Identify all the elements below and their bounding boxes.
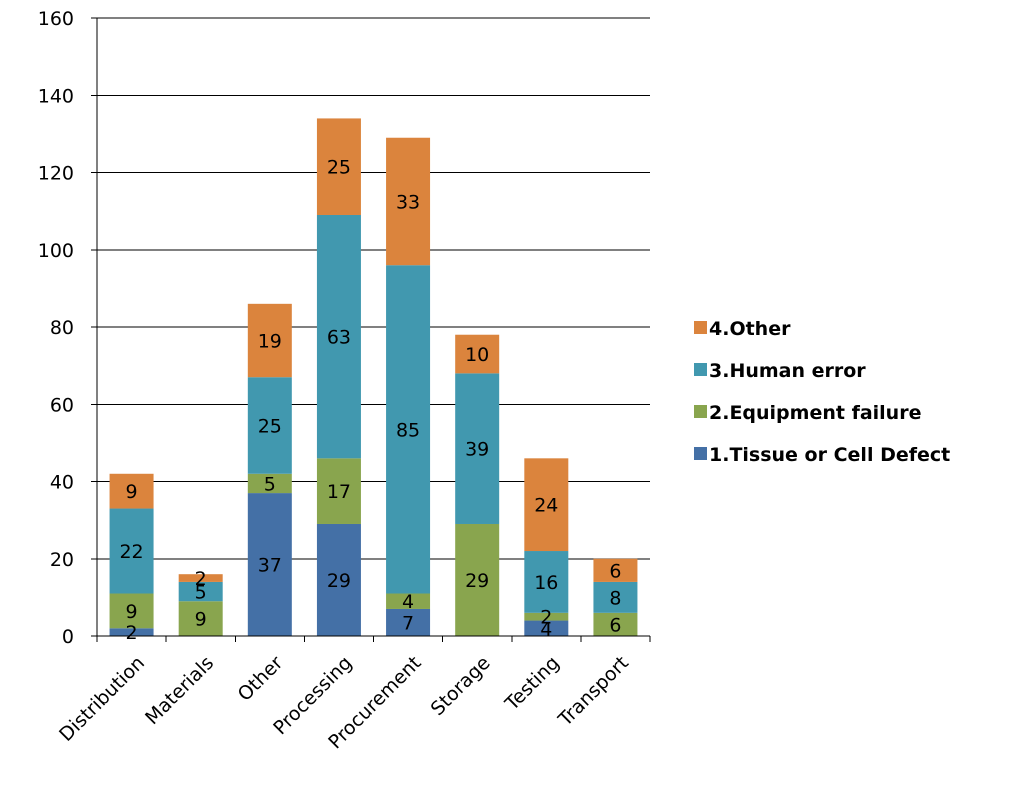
y-tick-label: 100 <box>38 240 74 262</box>
data-label: 17 <box>327 481 351 503</box>
bar-segment <box>178 574 223 582</box>
legend-item: 4.Other <box>694 318 791 340</box>
data-label: 5 <box>264 473 276 495</box>
bar-segment <box>386 265 431 594</box>
bar-segment <box>247 473 292 494</box>
data-label: 4 <box>540 618 552 640</box>
bar-segment <box>524 620 569 636</box>
data-label: 10 <box>465 344 489 366</box>
data-label: 22 <box>119 541 143 563</box>
data-label: 16 <box>534 572 558 594</box>
y-tick-label: 20 <box>50 549 74 571</box>
legend-item: 2.Equipment failure <box>694 402 921 424</box>
data-label: 9 <box>126 601 138 623</box>
legend-label: 1.Tissue or Cell Defect <box>709 444 950 466</box>
data-label: 9 <box>195 609 207 631</box>
bar-segment <box>109 508 154 594</box>
legend-swatch <box>694 321 707 334</box>
bar-segment <box>524 551 569 613</box>
data-label: 85 <box>396 419 420 441</box>
y-tick-label: 0 <box>62 626 74 648</box>
data-label: 25 <box>258 415 282 437</box>
bar-segment <box>316 523 361 636</box>
data-label: 2 <box>195 568 207 590</box>
bar-segment <box>247 377 292 474</box>
bar-segment <box>247 493 292 636</box>
legend: 4.Other 3.Human error 2.Equipment failure 1… <box>694 318 950 466</box>
legend-swatch <box>694 405 707 418</box>
bar-segment <box>316 458 361 524</box>
legend-label: 2.Equipment failure <box>709 402 921 424</box>
bar-segment <box>386 593 431 609</box>
data-label: 8 <box>609 587 621 609</box>
bar-segment <box>455 523 500 636</box>
bar-segment <box>109 473 154 509</box>
data-label: 5 <box>195 582 207 604</box>
gridlines <box>97 17 650 560</box>
legend-item: 1.Tissue or Cell Defect <box>694 444 950 466</box>
bar-segment <box>593 558 638 582</box>
bars <box>109 118 638 636</box>
bar-segment <box>386 608 431 636</box>
data-label: 29 <box>327 570 351 592</box>
y-tick-label: 120 <box>38 163 74 185</box>
bar-segment <box>316 214 361 459</box>
x-category-label: Distribution <box>55 652 149 746</box>
legend-item: 3.Human error <box>694 360 866 382</box>
legend-label: 3.Human error <box>709 360 866 382</box>
data-label: 24 <box>534 495 558 517</box>
data-label: 6 <box>609 614 621 636</box>
data-label: 2 <box>540 607 552 629</box>
bar-segment <box>316 118 361 215</box>
x-category-label: Storage <box>427 652 495 720</box>
legend-swatch <box>694 363 707 376</box>
bar-segment <box>455 373 500 524</box>
legend-label: 4.Other <box>709 318 791 340</box>
data-label: 33 <box>396 191 420 213</box>
data-label: 9 <box>126 481 138 503</box>
data-label: 39 <box>465 439 489 461</box>
bar-segment <box>593 612 638 636</box>
y-tick-label: 60 <box>50 394 74 416</box>
y-tick-label: 160 <box>38 8 74 30</box>
bar-segment <box>178 601 223 636</box>
data-label: 7 <box>402 612 414 634</box>
bar-segment <box>593 581 638 613</box>
bar-segment <box>524 458 569 552</box>
bar-segment <box>109 628 154 636</box>
bar-segment <box>386 137 431 266</box>
x-category-label: Transport <box>554 652 633 731</box>
y-tick-label: 80 <box>50 317 74 339</box>
data-label: 29 <box>465 570 489 592</box>
data-labels: 2922995237525192917632574853329391042162… <box>119 157 621 644</box>
legend-swatch <box>694 447 707 460</box>
x-category-label: Other <box>234 652 288 706</box>
x-category-label: Materials <box>141 652 218 729</box>
data-label: 4 <box>402 591 414 613</box>
data-label: 63 <box>327 327 351 349</box>
data-label: 19 <box>258 331 282 353</box>
data-label: 6 <box>609 560 621 582</box>
data-label: 25 <box>327 157 351 179</box>
data-label: 37 <box>258 555 282 577</box>
x-category-label: Testing <box>500 652 563 715</box>
bar-segment <box>524 612 569 621</box>
bar-segment <box>247 303 292 378</box>
y-tick-label: 140 <box>38 85 74 107</box>
y-tick-label: 40 <box>50 472 74 494</box>
bar-segment <box>178 581 223 602</box>
y-axis-ticks: 0 20 40 60 80 100 120 140 160 <box>38 8 97 648</box>
bar-segment <box>455 334 500 374</box>
bar-segment <box>109 593 154 629</box>
data-label: 2 <box>126 622 138 644</box>
